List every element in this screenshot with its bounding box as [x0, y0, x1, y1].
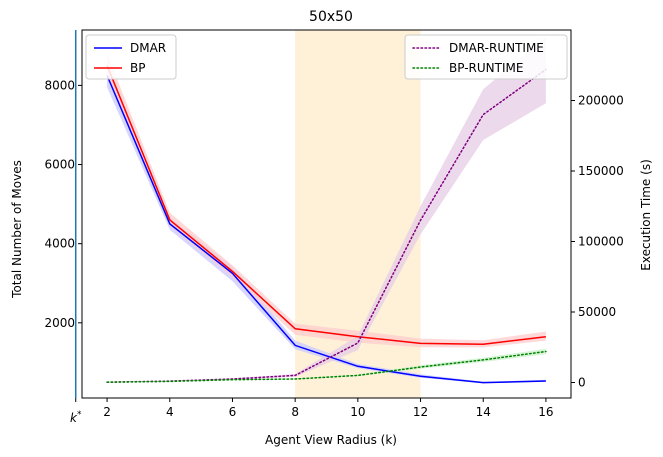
x-tick-label: 2: [103, 405, 111, 419]
axes: 2 4 6 8 10 12 14 16 k* 2000 4000 6000 8000 0 50000 1000…: [44, 29, 624, 425]
x-tick-label: 14: [476, 405, 491, 419]
y-right-tick-label: 0: [578, 375, 586, 389]
plot-frame: [81, 29, 572, 399]
legend-label-bp: BP: [130, 61, 145, 75]
line-dmar: [106, 75, 546, 384]
line-bp: [106, 65, 546, 345]
y-right-tick-label: 200000: [578, 93, 624, 107]
legend-label-dmar-runtime: DMAR-RUNTIME: [449, 41, 544, 55]
legend-label-dmar: DMAR: [130, 41, 166, 55]
y-right-tick-label: 50000: [578, 305, 616, 319]
x-tick-label: 4: [166, 405, 174, 419]
legend-left: DMAR BP: [85, 34, 177, 80]
y-left-tick-label: 8000: [44, 78, 75, 92]
y-right-tick-label: 150000: [578, 164, 624, 178]
series-lines: [106, 65, 547, 384]
kstar-superscript: *: [77, 410, 82, 420]
x-axis-label: Agent View Radius (k): [265, 433, 397, 447]
kstar-tick-label: k*: [70, 410, 82, 425]
chart-title: 50x50: [309, 9, 353, 25]
x-tick-label: 16: [538, 405, 553, 419]
x-tick-label: 10: [350, 405, 365, 419]
line-bp-runtime: [106, 350, 547, 383]
x-tick-label: 8: [291, 405, 299, 419]
y-left-tick-label: 2000: [44, 316, 75, 330]
y-axis-left-label: Total Number of Moves: [10, 160, 24, 299]
legend-box: [404, 34, 568, 80]
y-axis-right-label: Execution Time (s): [639, 159, 653, 271]
y-left-tick-label: 4000: [44, 237, 75, 251]
x-tick-label: 12: [413, 405, 428, 419]
y-right-tick-label: 100000: [578, 234, 624, 248]
y-left-tick-label: 6000: [44, 158, 75, 172]
legend-label-bp-runtime: BP-RUNTIME: [449, 61, 523, 75]
legend-right: DMAR-RUNTIME BP-RUNTIME: [404, 34, 568, 80]
x-tick-label: 6: [229, 405, 237, 419]
